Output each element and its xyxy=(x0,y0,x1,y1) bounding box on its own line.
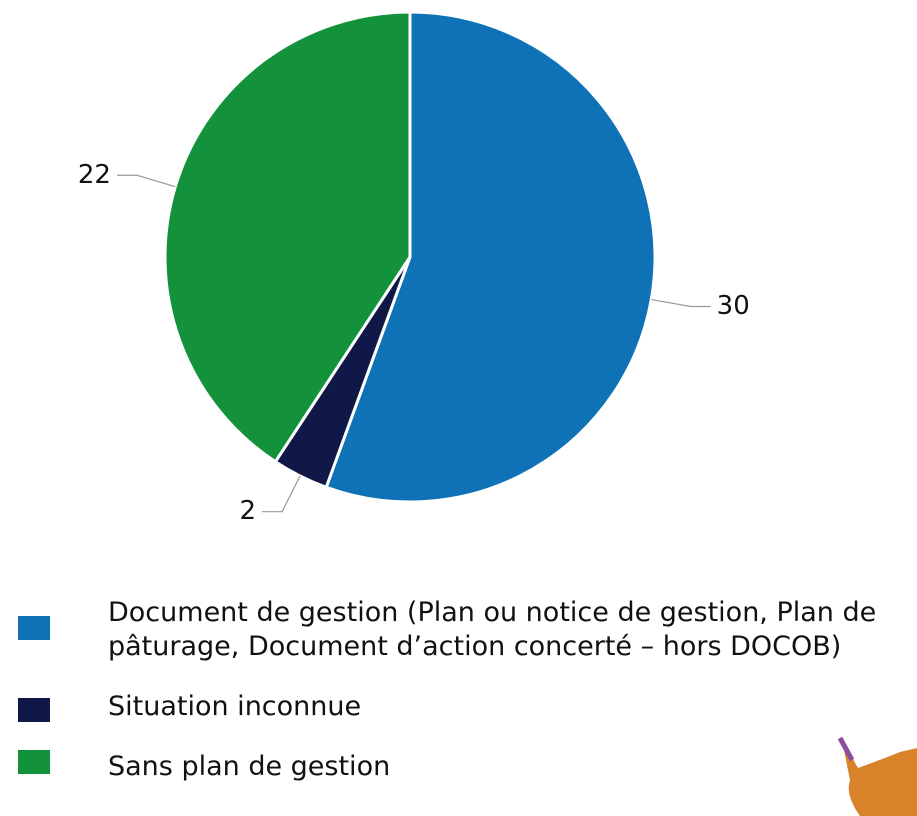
decoration xyxy=(837,736,855,762)
leader-line xyxy=(116,174,176,188)
leader-line xyxy=(262,475,301,513)
legend-swatch xyxy=(18,750,50,774)
legend-swatch xyxy=(18,616,50,640)
legend-label: Sans plan de gestion xyxy=(108,751,391,782)
data-label: 22 xyxy=(78,160,111,190)
decoration xyxy=(842,740,917,816)
leader-line xyxy=(651,298,711,308)
legend-label: Document de gestion (Plan ou notice de g… xyxy=(108,597,877,662)
legend-item: Document de gestion (Plan ou notice de g… xyxy=(0,596,908,664)
legend-swatch xyxy=(18,698,50,722)
pie-slice xyxy=(324,10,657,504)
legend-item: Sans plan de gestion xyxy=(0,750,908,784)
pie-slice xyxy=(163,10,412,464)
legend-item: Situation inconnue xyxy=(0,690,908,724)
legend: Document de gestion (Plan ou notice de g… xyxy=(0,596,908,810)
legend-label: Situation inconnue xyxy=(108,691,362,722)
data-label: 30 xyxy=(717,291,750,321)
data-label: 2 xyxy=(240,496,257,526)
